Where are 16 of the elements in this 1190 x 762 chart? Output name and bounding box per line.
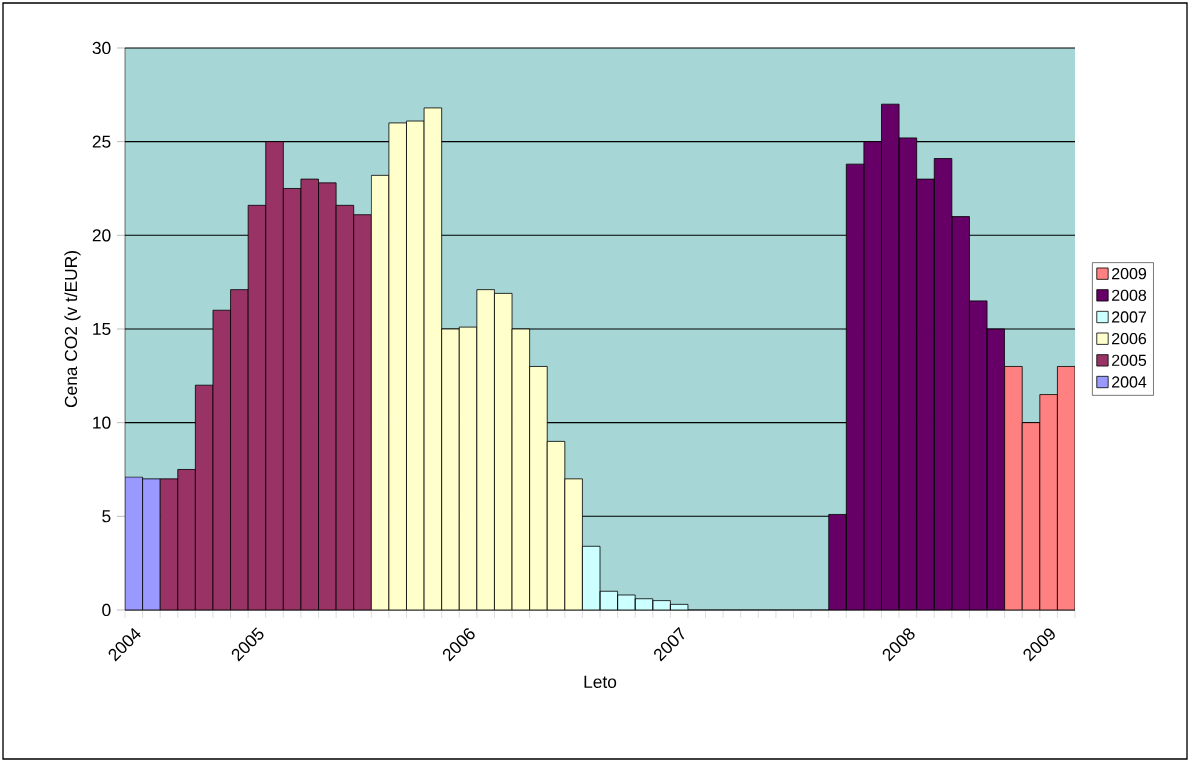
bar — [986, 328, 1006, 610]
x-axis-title: Leto — [584, 675, 617, 688]
legend-label: 2007 — [1112, 311, 1146, 323]
legend-label: 2005 — [1112, 354, 1147, 366]
y-axis-title: Cena CO2 (v t/EUR) — [64, 251, 81, 408]
y-tick-label: 20 — [92, 229, 111, 242]
y-tick-label: 5 — [102, 510, 111, 523]
legend-label: 2006 — [1112, 332, 1147, 345]
y-tick-label: 25 — [92, 135, 111, 148]
legend-label: 2009 — [1112, 267, 1147, 280]
y-tick-label: 0 — [102, 603, 111, 617]
y-tick-label: 10 — [93, 416, 111, 429]
legend-label: 2004 — [1112, 376, 1147, 388]
y-tick-label: 15 — [93, 322, 111, 336]
y-tick-label: 30 — [92, 41, 111, 55]
legend-label: 2008 — [1112, 289, 1147, 301]
